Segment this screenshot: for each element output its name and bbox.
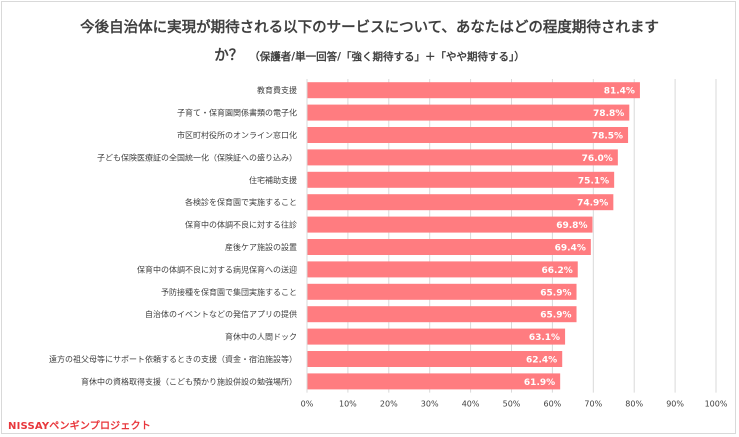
value-label: 63.1% [529, 333, 560, 343]
chart-title-line2-main: か？ [214, 48, 244, 64]
category-label: 自治体のイベントなどの発信アプリの提供 [145, 309, 297, 319]
value-label: 69.4% [555, 244, 586, 254]
bar [307, 283, 577, 300]
category-label: 予防接種を保育園で集団実施すること [161, 287, 297, 297]
bar [307, 149, 618, 166]
category-label: 住宅補助支援 [249, 175, 297, 185]
value-label: 75.1% [578, 176, 609, 186]
x-tick-label: 80% [625, 400, 643, 409]
x-tick-label: 40% [462, 400, 480, 409]
bar [307, 82, 640, 99]
chart-title-line2: か？ （保護者/単一回答/「強く期待する」＋「やや期待する」） [0, 44, 739, 65]
category-label: 育休中の人間ドック [225, 332, 297, 342]
value-label: 65.9% [540, 311, 571, 321]
value-label: 65.9% [540, 288, 571, 298]
value-label: 66.2% [542, 266, 573, 276]
bar [307, 194, 614, 211]
x-tick-label: 90% [666, 400, 684, 409]
value-label: 74.9% [577, 199, 608, 209]
category-label: 保育中の体調不良に対する往診 [185, 220, 297, 230]
bar [307, 127, 629, 143]
chart-subtitle: （保護者/単一回答/「強く期待する」＋「やや期待する」） [249, 51, 525, 63]
bar [307, 216, 593, 233]
category-label: 子育て・保育園関係書類の電子化 [177, 108, 297, 118]
value-label: 78.8% [593, 109, 624, 119]
category-label: 保育中の体調不良に対する病児保育への送迎 [137, 264, 297, 274]
x-tick-label: 100% [705, 400, 728, 409]
bar [307, 171, 615, 188]
x-tick-label: 70% [584, 400, 602, 409]
bar [307, 351, 563, 367]
category-label: 遠方の祖父母等にサポート依頼するときの支援（資金・宿泊施設等） [49, 354, 297, 364]
value-label: 61.9% [524, 378, 555, 388]
x-tick-label: 20% [380, 400, 398, 409]
x-tick-label: 0% [301, 400, 314, 409]
bar [307, 261, 578, 278]
bar [307, 306, 577, 323]
x-tick-label: 30% [421, 400, 439, 409]
bar [307, 104, 630, 121]
value-label: 78.5% [592, 132, 623, 142]
x-tick-label: 50% [503, 400, 521, 409]
category-label: 産後ケア施設の設置 [225, 242, 297, 252]
bar [307, 373, 561, 390]
x-tick-label: 10% [339, 400, 357, 409]
category-label: 教育費支援 [257, 85, 297, 95]
bar [307, 328, 566, 345]
category-label: 子ども保険医療証の全国統一化（保険証への盛り込み） [97, 152, 297, 162]
x-tick-label: 60% [544, 400, 562, 409]
value-label: 62.4% [526, 356, 557, 366]
chart-title-line1: 今後自治体に実現が期待される以下のサービスについて、あなたはどの程度期待されます [80, 20, 659, 36]
category-label: 各検診を保育園で実施すること [185, 197, 297, 207]
bar [307, 239, 591, 255]
category-label: 育休中の資格取得支援（こども預かり施設併設の勉強場所） [81, 376, 297, 386]
category-label: 市区町村役所のオンライン窓口化 [177, 130, 297, 140]
value-label: 69.8% [556, 221, 587, 231]
nissay-penguin-project-logo: NISSAYペンギンプロジェクト [8, 421, 151, 432]
value-label: 81.4% [604, 87, 635, 97]
value-label: 76.0% [582, 154, 613, 164]
